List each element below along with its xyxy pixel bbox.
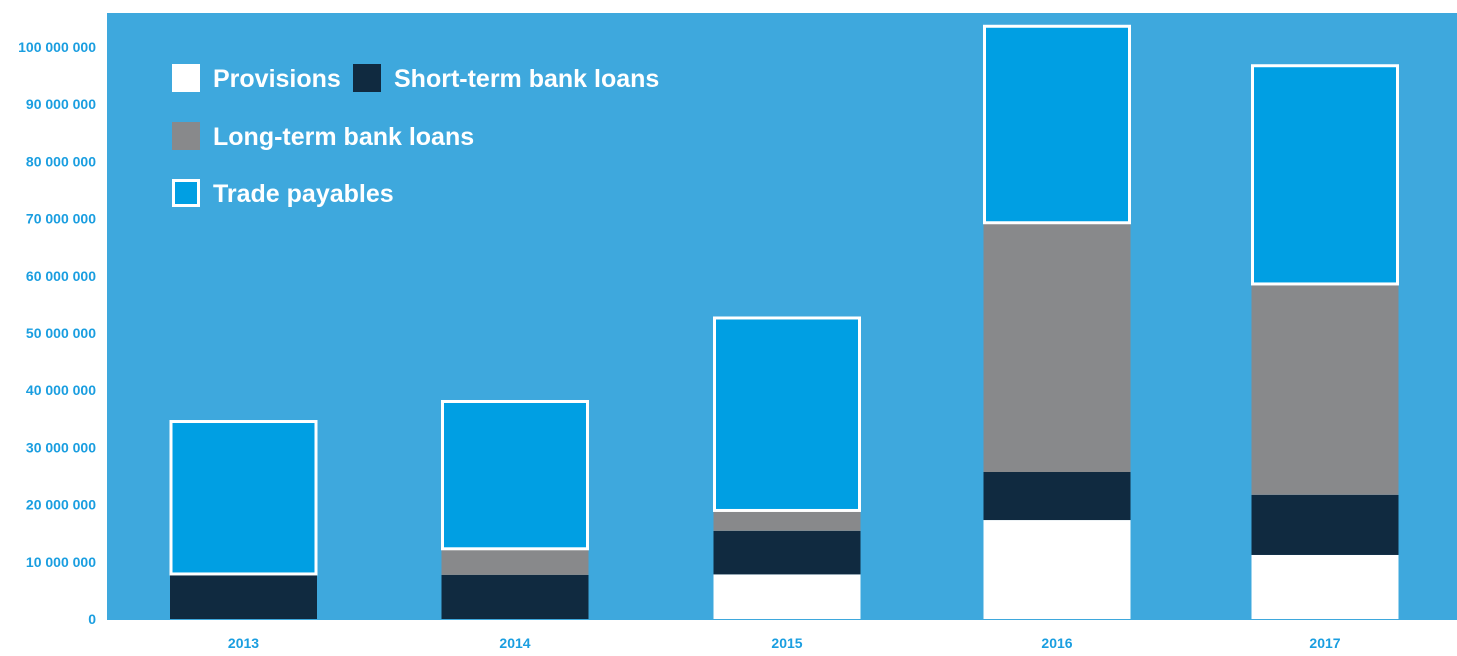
x-axis: 2013 2014 2015 2016 2017 — [228, 635, 1341, 651]
x-tick-label: 2014 — [499, 635, 530, 651]
legend: Provisions Short-term bank loans Long-term… — [172, 64, 659, 208]
y-tick-label: 60 000 000 — [26, 268, 96, 284]
bar-short-term-bank-loans-2016 — [983, 471, 1131, 521]
bar-provisions-2015 — [713, 574, 861, 619]
bar-trade-payables-2015 — [713, 316, 861, 512]
bar-long-term-bank-loans-2015 — [713, 511, 861, 531]
legend-label-short-term-bank-loans: Short-term bank loans — [394, 65, 659, 93]
bar-short-term-bank-loans-2013 — [170, 574, 317, 619]
legend-label-long-term-bank-loans: Long-term bank loans — [213, 123, 474, 151]
bar-trade-payables-2013 — [169, 420, 318, 576]
bar-short-term-bank-loans-2014 — [441, 574, 589, 619]
legend-swatch-long-term-bank-loans — [172, 122, 200, 150]
y-tick-label: 20 000 000 — [26, 497, 96, 513]
bar-provisions-2016 — [983, 520, 1131, 619]
bar-short-term-bank-loans-2017 — [1251, 494, 1399, 555]
bar-short-term-bank-loans-2015 — [713, 530, 861, 575]
legend-label-trade-payables: Trade payables — [213, 180, 394, 208]
bar-trade-payables-2016 — [983, 24, 1131, 225]
y-tick-label: 30 000 000 — [26, 439, 96, 455]
y-axis: 0 10 000 000 20 000 000 30 000 000 40 000 00… — [18, 39, 96, 627]
bars — [169, 24, 1399, 619]
bar-long-term-bank-loans-2014 — [441, 549, 589, 575]
legend-swatch-short-term-bank-loans — [353, 64, 381, 92]
y-tick-label: 100 000 000 — [18, 39, 96, 55]
y-tick-label: 50 000 000 — [26, 325, 96, 341]
legend-label-provisions: Provisions — [213, 65, 341, 93]
y-tick-label: 90 000 000 — [26, 96, 96, 112]
x-tick-label: 2017 — [1309, 635, 1340, 651]
y-tick-label: 40 000 000 — [26, 382, 96, 398]
y-tick-label: 10 000 000 — [26, 554, 96, 570]
y-tick-label: 70 000 000 — [26, 211, 96, 227]
legend-swatch-provisions — [172, 64, 200, 92]
bar-long-term-bank-loans-2017 — [1251, 284, 1399, 495]
bar-trade-payables-2014 — [441, 399, 589, 551]
bar-trade-payables-2017 — [1251, 64, 1399, 286]
legend-swatch-trade-payables — [172, 179, 200, 207]
x-tick-label: 2013 — [228, 635, 259, 651]
bar-provisions-2017 — [1251, 554, 1399, 619]
y-tick-label: 80 000 000 — [26, 153, 96, 169]
y-tick-label: 0 — [88, 611, 96, 627]
x-tick-label: 2016 — [1041, 635, 1072, 651]
x-tick-label: 2015 — [771, 635, 802, 651]
bar-long-term-bank-loans-2016 — [983, 223, 1131, 472]
